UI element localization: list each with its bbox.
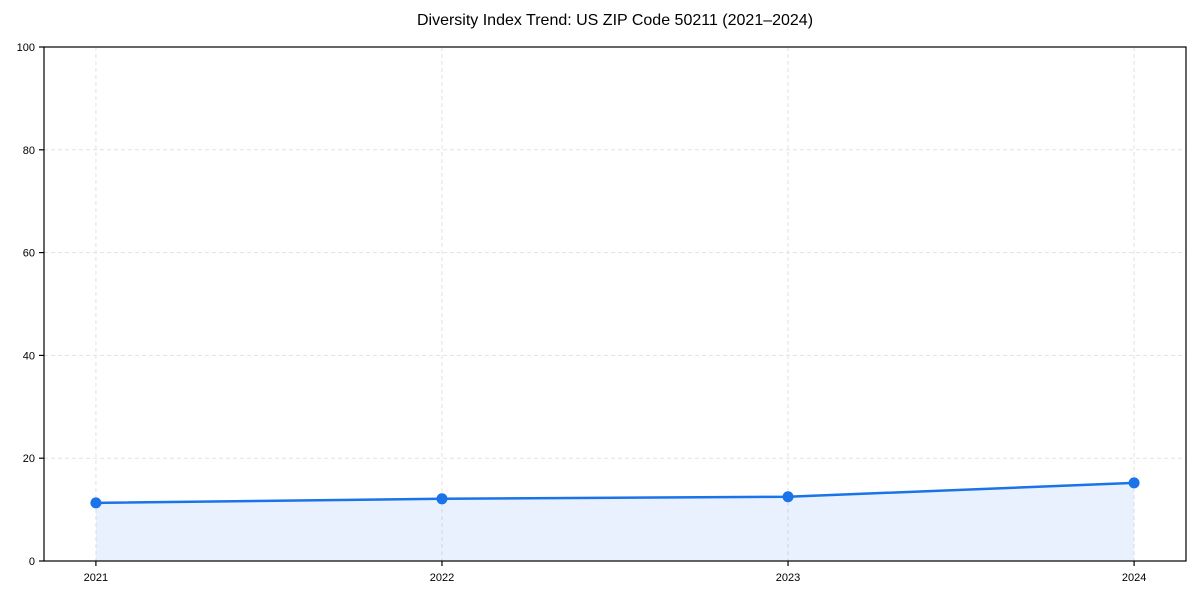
trend-line <box>94 481 1136 505</box>
y-axis-tick-label: 60 <box>23 248 35 260</box>
data-point-marker <box>782 491 794 503</box>
y-axis-tick-label: 20 <box>23 453 35 465</box>
x-axis-tick-label: 2021 <box>84 572 108 584</box>
x-axis-tick-label: 2024 <box>1122 572 1146 584</box>
y-axis-tick-label: 100 <box>17 42 35 54</box>
chart-title: Diversity Index Trend: US ZIP Code 50211… <box>416 12 814 29</box>
y-axis-tick-label: 80 <box>23 145 35 157</box>
data-point-marker <box>90 497 102 509</box>
data-point-marker <box>436 493 448 505</box>
data-point-marker <box>1128 477 1140 489</box>
y-axis-tick-label: 40 <box>23 350 35 362</box>
x-axis-tick-label: 2022 <box>430 572 454 584</box>
plot-border <box>43 46 1187 562</box>
y-axis-tick-label: 0 <box>29 556 35 568</box>
x-axis-tick-label: 2023 <box>776 572 800 584</box>
area-fill <box>95 482 1135 561</box>
